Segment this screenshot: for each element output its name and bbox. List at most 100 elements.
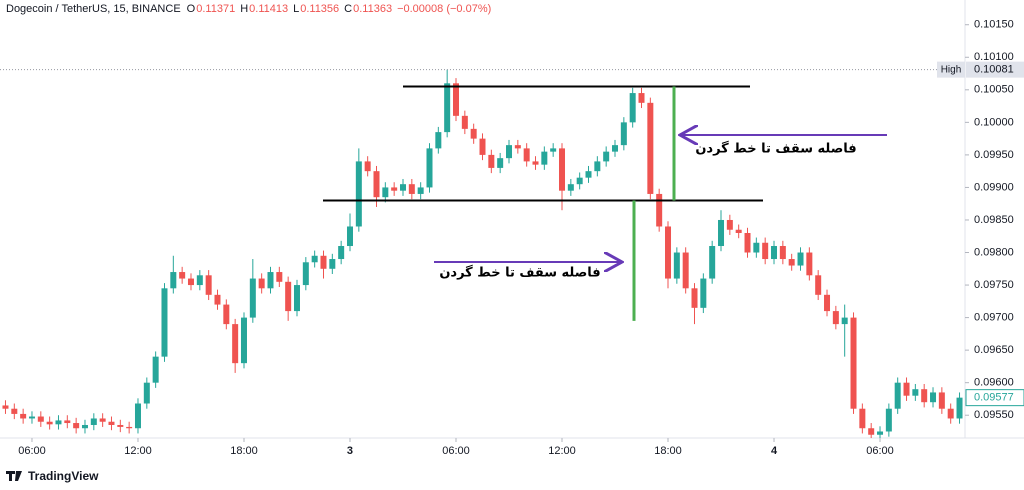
- candle-body: [771, 246, 778, 260]
- candle-body: [258, 278, 265, 289]
- candle-body: [99, 418, 106, 422]
- candle-body: [399, 184, 406, 191]
- candle-body: [249, 278, 256, 318]
- candle-body: [470, 128, 477, 139]
- candle-body: [691, 288, 698, 308]
- y-tick-label: 0.09700: [974, 312, 1014, 324]
- candle-body: [647, 102, 654, 194]
- candle-body: [28, 416, 35, 419]
- candle-body: [832, 311, 839, 325]
- ohlc-value: 0.11413: [249, 3, 288, 15]
- plot: [2, 69, 963, 438]
- candle-body: [117, 424, 124, 427]
- candle-body: [815, 275, 822, 295]
- x-tick-label: 06:00: [866, 445, 894, 457]
- candle-body: [302, 262, 309, 286]
- ohlc-value: 0.11371: [196, 3, 235, 15]
- candle-body: [797, 252, 804, 266]
- candle-body: [806, 252, 813, 276]
- candle-body: [841, 317, 848, 325]
- candle-body: [161, 288, 168, 357]
- high-label: High: [941, 64, 962, 75]
- candle-body: [20, 413, 27, 419]
- annotation: فاصله سقف تا خط گردن: [439, 265, 600, 281]
- candle-body: [320, 255, 327, 269]
- candle-body: [90, 418, 97, 425]
- y-tick-label: 0.09800: [974, 246, 1014, 258]
- candle-body: [126, 426, 133, 429]
- x-tick-label: 18:00: [230, 445, 258, 457]
- ohlc: O 0.11371 H 0.11413 L 0.11356 C 0.11363 −0.00008…: [187, 3, 492, 15]
- candle-body: [824, 294, 831, 312]
- candle-body: [762, 242, 769, 260]
- candle-body: [223, 304, 230, 325]
- x-tick-label: 18:00: [654, 445, 682, 457]
- candle-body: [885, 408, 892, 432]
- x-tick-label: 4: [771, 445, 778, 457]
- candle-body: [55, 420, 62, 425]
- ohlc-value: 0.11363: [353, 3, 392, 15]
- candle-body: [196, 275, 203, 286]
- y-tick-label: 0.09600: [974, 377, 1014, 389]
- candle-body: [46, 421, 53, 425]
- change: −0.00008 (−0.07%): [397, 3, 491, 15]
- candle-body: [656, 193, 663, 227]
- candle-body: [170, 272, 177, 289]
- candle-body: [479, 138, 486, 155]
- candle-body: [497, 158, 504, 168]
- candle-body: [709, 246, 716, 279]
- candle-body: [364, 161, 371, 172]
- candle-body: [205, 275, 212, 295]
- high-value-tag: [966, 61, 1024, 78]
- y-tick-label: 0.09650: [974, 344, 1014, 356]
- candle-body: [921, 389, 928, 403]
- candle-body: [956, 397, 963, 419]
- candle-body: [461, 115, 468, 129]
- candle-body: [947, 408, 954, 419]
- candle-body: [293, 285, 300, 312]
- last-price-tag: [965, 389, 1024, 407]
- candle-body: [276, 272, 283, 282]
- candle-body: [452, 83, 459, 116]
- candle-body: [726, 219, 733, 230]
- candle-body: [214, 294, 221, 305]
- candle-body: [240, 317, 247, 364]
- candle-body: [391, 187, 398, 191]
- ohlc-label: H: [240, 3, 248, 15]
- x-tick-label: 12:00: [548, 445, 576, 457]
- y-tick-label: 0.09850: [974, 214, 1014, 226]
- candle-body: [567, 184, 574, 191]
- candle-body: [329, 259, 336, 269]
- candle-body: [444, 83, 451, 133]
- candle-body: [232, 324, 239, 364]
- x-tick-label: 12:00: [124, 445, 152, 457]
- candle-body: [426, 148, 433, 188]
- candle-body: [612, 145, 619, 152]
- candle-body: [143, 382, 150, 404]
- candle-body: [523, 148, 530, 162]
- candle-body: [576, 177, 583, 185]
- candle-body: [417, 187, 424, 194]
- candle-body: [753, 242, 760, 253]
- candle-body: [850, 317, 857, 409]
- x-tick-label: 3: [347, 445, 353, 457]
- candle-body: [559, 148, 566, 191]
- candle-body: [912, 389, 919, 396]
- candle-body: [382, 187, 389, 198]
- high-tag: [937, 61, 965, 78]
- ohlc-label: C: [344, 3, 352, 15]
- candle-body: [744, 232, 751, 253]
- candle-body: [894, 382, 901, 409]
- candle-body: [408, 184, 415, 194]
- candle-body: [532, 161, 539, 165]
- y-tick-label: 0.10150: [974, 19, 1014, 31]
- candle-body: [603, 151, 610, 162]
- y-tick-label: 0.09550: [974, 409, 1014, 421]
- candle-body: [355, 161, 362, 227]
- candle-body: [346, 226, 353, 247]
- candle-body: [2, 405, 9, 409]
- logo: [6, 471, 22, 481]
- candle-body: [665, 226, 672, 279]
- last-price: 0.09577: [974, 392, 1014, 404]
